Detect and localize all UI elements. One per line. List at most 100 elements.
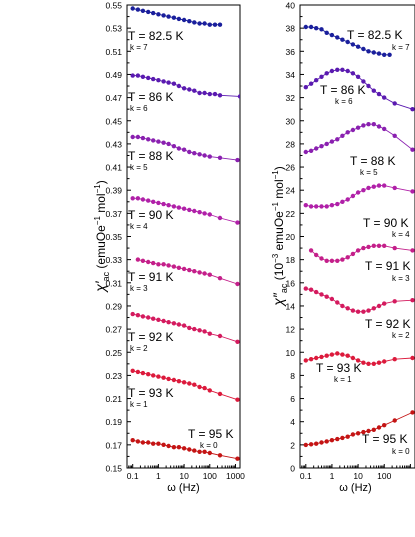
data-point [156, 262, 161, 267]
data-point [314, 441, 319, 446]
data-point [410, 107, 415, 112]
y-tick-label: 20 [286, 232, 296, 242]
data-point [319, 292, 324, 297]
y-label-units: mol [272, 179, 286, 202]
data-point [161, 79, 166, 84]
data-point [181, 380, 187, 385]
series-temperature-label: T = 88 K [128, 149, 173, 163]
data-point [319, 354, 324, 360]
data-point [135, 73, 141, 78]
data-point [135, 313, 141, 318]
data-point [202, 449, 207, 454]
data-point [345, 306, 350, 311]
y-tick-label: 24 [286, 186, 296, 196]
y-label-exponent: −1 [93, 216, 102, 226]
data-point [207, 91, 212, 97]
series-temperature-label: T = 86 K [128, 90, 173, 104]
y-tick-label: 10 [286, 348, 296, 358]
data-point [146, 440, 151, 445]
data-point [392, 133, 397, 138]
data-point [181, 266, 187, 272]
data-point [192, 88, 197, 93]
x-tick-label: 1000 [226, 471, 245, 481]
data-point [151, 10, 156, 16]
data-point [192, 208, 197, 214]
data-point [382, 95, 387, 100]
data-point [366, 308, 371, 313]
data-point [340, 199, 345, 204]
data-point [156, 317, 161, 322]
data-point [217, 391, 223, 397]
y-tick-label: 22 [286, 209, 296, 219]
series-temperature-label: T = 82.5 K [347, 28, 402, 42]
data-point [161, 13, 166, 18]
data-point [202, 271, 207, 276]
y-label-units: emuOe [272, 211, 286, 254]
data-point [197, 210, 202, 215]
data-point [176, 379, 182, 384]
series-k-label: k = 5 [360, 168, 378, 177]
data-point [197, 449, 202, 454]
data-point [181, 17, 187, 23]
data-point [314, 252, 319, 258]
data-point [135, 7, 141, 12]
data-point [135, 134, 141, 140]
data-point [161, 262, 166, 267]
data-point [371, 243, 376, 248]
data-point [324, 204, 329, 209]
x-axis-label: ω (Hz) [167, 482, 199, 494]
y-tick-label: 0.41 [105, 163, 122, 173]
data-point [197, 21, 202, 26]
x-tick-label: 1 [156, 471, 161, 481]
data-point [197, 384, 202, 390]
y-label-units: (10 [272, 263, 286, 284]
data-point [146, 198, 151, 203]
series-k-label: k = 3 [130, 284, 148, 293]
data-point [355, 431, 361, 436]
y-label-symbol: χ″ [270, 292, 286, 308]
data-point [329, 203, 335, 208]
y-tick-label: 0.55 [105, 1, 122, 11]
data-point [392, 185, 397, 191]
data-point [314, 289, 319, 295]
data-point [340, 133, 345, 138]
data-point [197, 328, 202, 333]
data-point [392, 357, 397, 362]
series-temperature-label: T = 95 K [362, 432, 407, 446]
data-point [392, 418, 397, 423]
y-tick-label: 2 [290, 440, 295, 450]
data-point [197, 90, 202, 96]
data-point [130, 73, 135, 78]
data-point [314, 78, 319, 83]
data-point [135, 196, 141, 201]
data-point [382, 126, 387, 132]
data-point [151, 316, 156, 321]
data-point [161, 442, 166, 447]
series-k-label: k = 3 [392, 274, 410, 283]
data-point [355, 358, 361, 363]
data-point [192, 382, 197, 387]
data-point [308, 442, 314, 447]
data-point [335, 258, 340, 263]
data-point [361, 360, 366, 365]
data-point [217, 22, 223, 27]
data-point [146, 259, 151, 265]
data-point [181, 323, 187, 328]
data-point [410, 189, 415, 194]
data-point [130, 196, 135, 201]
data-point [303, 442, 308, 448]
data-point [207, 272, 212, 277]
data-point [303, 203, 308, 208]
data-point [130, 134, 135, 140]
data-point [350, 308, 356, 313]
series-temperature-label: T = 93 K [128, 386, 173, 400]
data-point [181, 206, 187, 211]
data-point [371, 88, 376, 93]
data-point [207, 22, 212, 27]
data-point [350, 355, 356, 361]
y-tick-label: 6 [290, 394, 295, 404]
series-group [130, 6, 240, 461]
data-point [371, 122, 376, 127]
series-temperature-label: T = 86 K [320, 83, 365, 97]
